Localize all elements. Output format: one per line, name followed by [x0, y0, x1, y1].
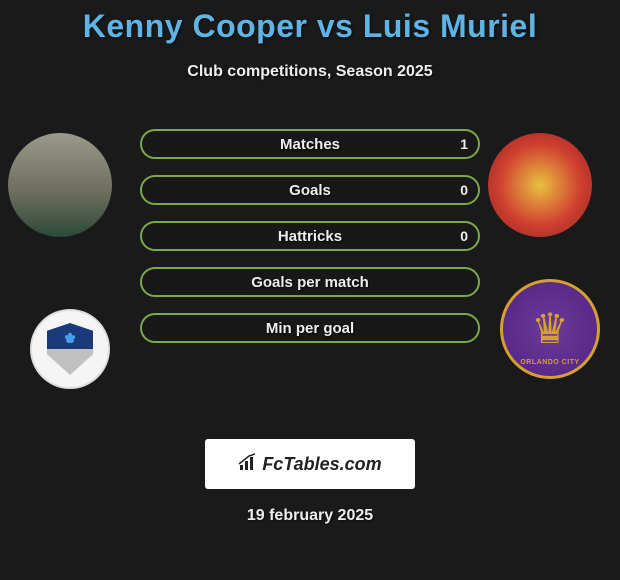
stat-label: Matches [142, 136, 478, 153]
club2-label: ORLANDO CITY [520, 359, 579, 366]
stat-row-hattricks: Hattricks 0 [140, 221, 480, 251]
chart-icon [238, 453, 258, 476]
stat-row-goals: Goals 0 [140, 175, 480, 205]
stat-right-value: 0 [460, 228, 468, 244]
subtitle: Club competitions, Season 2025 [0, 63, 620, 81]
stat-row-mpg: Min per goal [140, 313, 480, 343]
brand-badge: FcTables.com [205, 439, 415, 489]
page-title: Kenny Cooper vs Luis Muriel [0, 0, 620, 45]
stat-label: Min per goal [142, 320, 478, 337]
stat-row-matches: Matches 1 [140, 129, 480, 159]
stat-right-value: 0 [460, 182, 468, 198]
stat-label: Goals per match [142, 274, 478, 291]
club1-shield-icon [47, 323, 93, 375]
stat-label: Goals [142, 182, 478, 199]
stat-label: Hattricks [142, 228, 478, 245]
club1-logo [30, 309, 110, 389]
club2-logo: ♛ ORLANDO CITY [500, 279, 600, 379]
brand-text: FcTables.com [262, 454, 381, 475]
stat-row-gpm: Goals per match [140, 267, 480, 297]
date-text: 19 february 2025 [0, 507, 620, 525]
comparison-area: ♛ ORLANDO CITY Matches 1 Goals 0 Hattric… [0, 111, 620, 391]
stat-right-value: 1 [460, 136, 468, 152]
lion-icon: ♛ [531, 308, 569, 350]
player1-avatar [8, 133, 112, 237]
stats-list: Matches 1 Goals 0 Hattricks 0 Goals per … [140, 129, 480, 359]
player2-avatar [488, 133, 592, 237]
